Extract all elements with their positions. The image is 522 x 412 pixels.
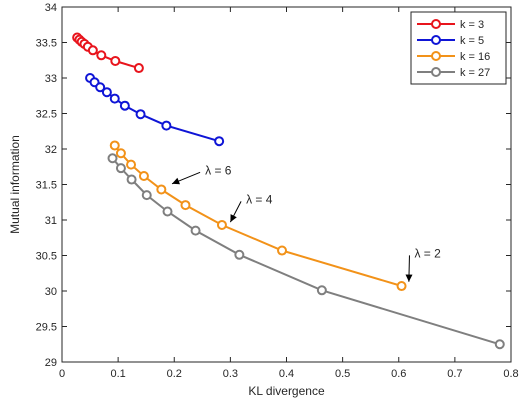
legend-marker: [431, 67, 441, 77]
data-point: [126, 174, 137, 185]
x-tick-label: 0.8: [503, 368, 518, 380]
y-axis: 29 29.5 30 30.5 31 31.5 32 32.5 33 33.5 34: [36, 2, 511, 369]
data-point: [107, 153, 118, 164]
data-point: [101, 87, 112, 98]
legend-label: k = 16: [460, 51, 490, 63]
annotation-arrow-head: [230, 214, 237, 223]
x-axis: 0 0.1 0.2 0.3 0.4 0.5 0.6 0.7 0.8: [59, 7, 519, 380]
annotation: λ = 2: [405, 246, 441, 282]
data-point: [119, 100, 130, 111]
legend-marker: [431, 19, 441, 29]
y-tick-label: 29: [45, 357, 57, 369]
data-point: [190, 225, 201, 236]
data-point: [277, 245, 288, 256]
y-tick-label: 29.5: [36, 322, 57, 334]
annotation-label: λ = 4: [246, 192, 273, 206]
y-tick-label: 34: [45, 2, 57, 14]
data-point: [115, 163, 126, 174]
series-4: [107, 153, 505, 350]
data-point: [316, 285, 327, 296]
legend-box: [410, 11, 507, 85]
data-point: [126, 159, 137, 170]
y-tick-label: 32.5: [36, 109, 57, 121]
y-tick-label: 32: [45, 144, 57, 156]
x-axis-label: KL divergence: [248, 384, 325, 398]
data-point: [141, 190, 152, 201]
series-1: [72, 32, 144, 74]
data-point: [87, 45, 98, 56]
data-point: [135, 109, 146, 120]
data-point: [95, 82, 106, 93]
legend: k = 3 k = 5 k = 16 k = 27: [410, 11, 507, 85]
y-tick-label: 30: [45, 286, 57, 298]
annotation-layer: λ = 6 λ = 4 λ = 2: [171, 163, 441, 282]
data-point: [109, 93, 120, 104]
series-3: [109, 140, 407, 292]
data-point: [396, 281, 407, 292]
legend-label: k = 27: [460, 67, 490, 79]
y-tick-label: 31.5: [36, 180, 57, 192]
x-tick-label: 0.3: [223, 368, 238, 380]
data-point: [162, 206, 173, 217]
x-tick-label: 0.5: [335, 368, 350, 380]
data-point: [156, 184, 167, 195]
x-tick-label: 0.2: [167, 368, 182, 380]
x-tick-label: 0.7: [447, 368, 462, 380]
annotation-arrow-head: [172, 177, 180, 185]
series-2: [85, 73, 225, 147]
x-tick-label: 0.6: [391, 368, 406, 380]
x-tick-label: 0: [59, 368, 65, 380]
annotation-label: λ = 2: [414, 246, 441, 260]
legend-marker: [431, 51, 441, 61]
annotation: λ = 4: [229, 192, 273, 223]
data-point: [110, 55, 121, 66]
data-point: [96, 50, 107, 61]
data-point: [138, 170, 149, 181]
legend-label: k = 3: [460, 19, 484, 31]
data-point: [115, 148, 126, 159]
legend-item: k = 16: [417, 51, 490, 63]
annotation-label: λ = 6: [205, 163, 232, 177]
data-point: [161, 120, 172, 131]
y-tick-label: 33.5: [36, 38, 57, 50]
data-point: [234, 249, 245, 260]
x-tick-label: 0.4: [279, 368, 294, 380]
legend-label: k = 5: [460, 35, 484, 47]
y-tick-label: 33: [45, 73, 57, 85]
data-point: [494, 339, 505, 350]
y-tick-label: 30.5: [36, 251, 57, 263]
data-point: [109, 140, 120, 151]
data-point: [133, 63, 144, 74]
x-tick-label: 0.1: [110, 368, 125, 380]
data-point: [214, 136, 225, 147]
annotation: λ = 6: [171, 163, 232, 185]
y-tick-label: 31: [45, 215, 57, 227]
annotation-arrow-head: [405, 274, 413, 282]
data-point: [180, 200, 191, 211]
legend-item: k = 27: [417, 67, 490, 79]
legend-marker: [431, 35, 441, 45]
series-layer: [72, 32, 505, 350]
y-axis-label: Mutual information: [8, 135, 22, 234]
legend-item: k = 5: [417, 35, 484, 47]
legend-item: k = 3: [417, 19, 484, 31]
data-point: [216, 219, 227, 230]
